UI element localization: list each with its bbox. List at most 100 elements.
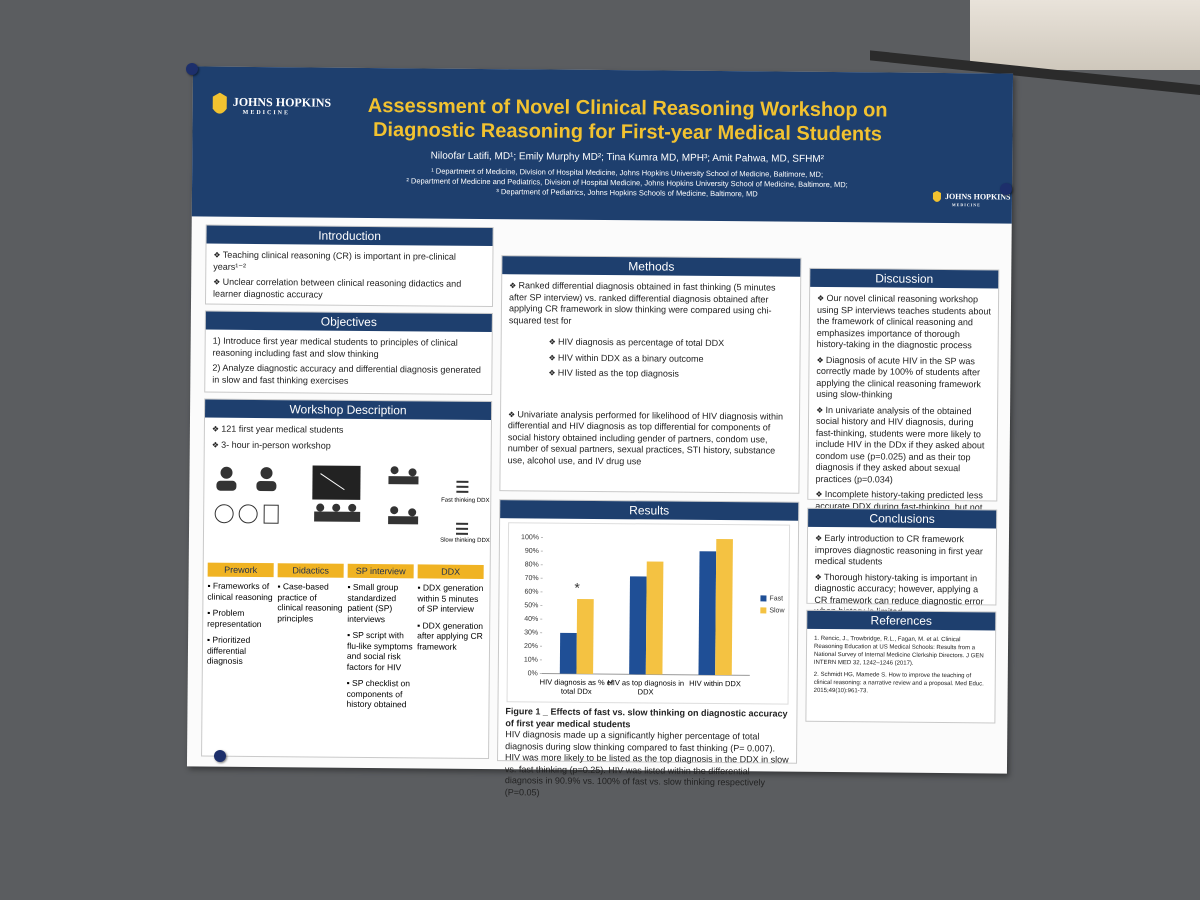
list-item: 1. Rencic, J., Trowbridge, R.L., Fagan, …	[813, 635, 984, 667]
stage-point: Small group standardized patient (SP) in…	[347, 582, 413, 625]
y-tick-label: 50%	[524, 602, 538, 609]
authors: Niloofar Latifi, MD¹; Emily Murphy MD²; …	[430, 150, 825, 165]
discussion: Discussion Our novel clinical reasoning …	[807, 267, 1000, 561]
ddx-label: Slow thinking DDX	[440, 537, 490, 545]
methods: Methods Ranked differential diagnosis ob…	[499, 255, 802, 494]
stage-point: DDX generation within 5 minutes of SP in…	[417, 582, 483, 614]
stage-point: Frameworks of clinical reasoning	[207, 581, 273, 603]
stage-label: Didactics	[277, 563, 344, 578]
list-item: HIV within DDX as a binary outcome	[548, 352, 792, 366]
objectives: Objectives 1) Introduce first year medic…	[204, 310, 493, 396]
background-light	[970, 0, 1200, 70]
poster-title: Assessment of Novel Clinical Reasoning W…	[367, 94, 888, 146]
chart: 0% 10% 20% 30% 40% 50% 60% 70% 80% 90% 100% * Fast Sl…	[506, 522, 791, 705]
ddx-label: Fast thinking DDX	[441, 497, 490, 505]
poster: JOHNS HOPKINS MEDICINE Assessment of Nov…	[186, 66, 1014, 797]
logo-shield	[932, 190, 941, 202]
stage-point: DDX generation after applying CR framewo…	[417, 620, 483, 652]
caption: HIV diagnosis made up a significantly hi…	[504, 729, 789, 797]
logo-text: JOHNS HOPKINS	[232, 94, 332, 110]
list-item: Diagnosis of acute HIV in the SP was cor…	[816, 354, 990, 402]
logo-sub: MEDICINE	[242, 109, 291, 117]
stage-points: Case-based practice of clinical reasonin…	[277, 581, 343, 624]
list: Teaching clinical reasoning (CR) is impo…	[206, 244, 493, 310]
list-item: 3- hour in-person workshop	[212, 439, 484, 453]
list-item: Early introduction to CR framework impro…	[815, 533, 989, 569]
bar	[559, 632, 577, 674]
stage: Prework Frameworks of clinical reasoning P…	[207, 562, 274, 673]
section-heading: Conclusions	[808, 508, 997, 529]
section-heading: References	[807, 610, 996, 631]
stage-label: SP interview	[347, 563, 414, 579]
y-tick-label: 60%	[524, 589, 538, 596]
y-tick-label: 40%	[524, 616, 538, 623]
section-heading: Discussion	[810, 268, 999, 289]
x-tick-label: HIV as top diagnosis in DDX	[607, 678, 685, 697]
stage-label: DDX	[417, 564, 484, 579]
list-item: HIV diagnosis as percentage of total DDX	[549, 337, 793, 351]
results: Results 0% 10% 20% 30% 40% 50% 60% 70% 80% 90% 100…	[497, 499, 800, 797]
stages: Prework Frameworks of clinical reasoning P…	[206, 562, 486, 765]
y-tick-label: 80%	[525, 561, 539, 568]
y-tick-label: 70%	[525, 575, 539, 582]
list-item: 121 first year medical students	[212, 424, 484, 438]
stage-point: Prioritized differential diagnosis	[207, 635, 273, 667]
x-tick-label: HIV diagnosis as % of total DDx	[539, 677, 614, 696]
list: 1. Rencic, J., Trowbridge, R.L., Fagan, …	[807, 629, 996, 705]
list: 1) Introduce first year medical students…	[205, 330, 492, 396]
legend-label: Fast	[769, 595, 783, 602]
introduction: Introduction Teaching clinical reasoning…	[204, 224, 494, 310]
list-item: 2) Analyze diagnostic accuracy and diffe…	[212, 362, 481, 386]
y-tick-label: 90%	[525, 548, 539, 555]
list-item: Unclear correlation between clinical rea…	[213, 277, 485, 302]
legend-swatch	[760, 607, 767, 614]
list-item: In univariate analysis of the obtained s…	[815, 404, 990, 486]
pin	[214, 750, 226, 762]
bar	[576, 599, 594, 674]
chart-svg: 0% 10% 20% 30% 40% 50% 60% 70% 80% 90% 100% * Fast Sl…	[521, 534, 785, 677]
y-tick-label: 20%	[524, 643, 538, 650]
logo-text: JOHNS HOPKINS	[944, 192, 1011, 202]
stage: SP interview Small group standardized pat…	[346, 563, 414, 716]
bar	[715, 539, 733, 676]
legend-swatch	[760, 595, 767, 602]
y-tick-label: 30%	[524, 629, 538, 636]
workshop-icons	[214, 465, 469, 535]
stage-label: Prework	[207, 562, 274, 578]
y-tick-label: 10%	[524, 657, 538, 664]
annotation: *	[574, 580, 580, 596]
logo-sub: MEDICINE	[951, 202, 981, 208]
stage-point: Case-based practice of clinical reasonin…	[277, 581, 343, 624]
bar	[629, 576, 647, 675]
list: HIV diagnosis as percentage of total DDX…	[508, 336, 792, 381]
logo-shield	[212, 92, 227, 114]
bar	[698, 551, 717, 676]
workshop: Workshop Description 121 first year medi…	[201, 398, 493, 760]
bar	[645, 561, 664, 675]
list-item: 2. Schmidt HG, Mamede S. How to improve …	[813, 671, 984, 695]
stage-point: SP checklist on components of history ob…	[346, 678, 412, 710]
stage: DDX DDX generation within 5 minutes of SP…	[417, 564, 484, 658]
affiliations: ¹ Department of Medicine, Division of Ho…	[342, 166, 912, 201]
list-item: Our novel clinical reasoning workshop us…	[817, 293, 991, 352]
stage-points: Small group standardized patient (SP) in…	[346, 582, 413, 710]
x-tick-label: HIV within DDX	[689, 678, 741, 689]
stage-points: DDX generation within 5 minutes of SP in…	[417, 582, 484, 652]
stage-point: Problem representation	[207, 608, 273, 630]
paragraph: Univariate analysis performed for likeli…	[508, 409, 792, 469]
stage-point: SP script with flu-like symptoms and soc…	[347, 630, 413, 673]
list: 121 first year medical students3- hour i…	[205, 418, 491, 461]
pin	[1000, 183, 1012, 195]
list-item: HIV listed as the top diagnosis	[548, 368, 792, 382]
conclusions: Conclusions Early introduction to CR fra…	[806, 507, 998, 617]
list-item: Teaching clinical reasoning (CR) is impo…	[213, 250, 485, 275]
stage-points: Frameworks of clinical reasoning Problem …	[207, 581, 274, 667]
stage: Didactics Case-based practice of clinical…	[277, 563, 344, 630]
header: JOHNS HOPKINS MEDICINE Assessment of Nov…	[191, 66, 1014, 224]
references: References 1. Rencic, J., Trowbridge, R.…	[805, 609, 997, 724]
caption-title: Figure 1 _ Effects of fast vs. slow thin…	[505, 706, 788, 729]
pin	[186, 63, 198, 75]
paragraph: Ranked differential diagnosis obtained i…	[509, 280, 793, 328]
list-item: 1) Introduce first year medical students…	[212, 335, 458, 359]
